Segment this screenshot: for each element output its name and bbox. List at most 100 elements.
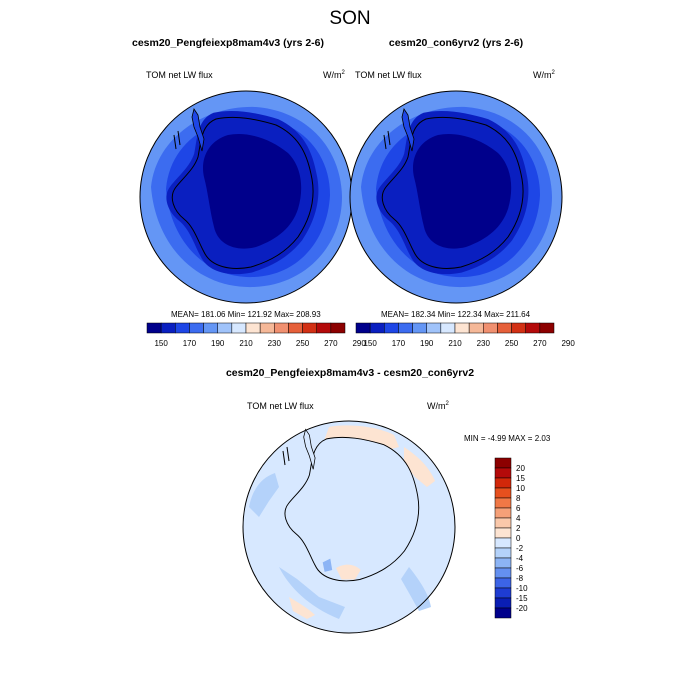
- panel2-colorbar-tick-label: 290: [561, 339, 575, 348]
- diff-colorbar-swatch: [494, 537, 512, 549]
- diff-colorbar-swatch: [494, 607, 512, 619]
- panel1-colorbar-tick-label: 250: [296, 339, 310, 348]
- panel1-colorbar-swatch: [288, 322, 303, 334]
- diff-colorbar-tick-label: -15: [516, 594, 528, 603]
- panel1-colorbar-swatch: [302, 322, 317, 334]
- panel1-colorbar: 150 170 190 210 230 250 270 290: [146, 322, 366, 348]
- diff-colorbar-tick-label: -10: [516, 584, 528, 593]
- diff-positive-patch-east: [404, 447, 435, 487]
- panel1-colorbar-swatch: [245, 322, 261, 334]
- panel2-title: cesm20_con6yrv2 (yrs 2-6): [388, 37, 524, 49]
- diff-colorbar-swatch: [494, 527, 512, 539]
- diff-colorbar-tick-label: -8: [516, 574, 524, 583]
- panel1-variable-label: TOM net LW flux: [146, 70, 213, 80]
- panel2-colorbar-tick-label: 250: [505, 339, 519, 348]
- panel1-colorbar-tick-label: 150: [154, 339, 168, 348]
- diff-colorbar-tick-label: 0: [516, 534, 521, 543]
- diff-colorbar-tick-label: 10: [516, 484, 525, 493]
- diff-colorbar-swatch: [494, 477, 512, 489]
- panel2-colorbar-tick-label: 270: [533, 339, 547, 348]
- diff-colorbar-swatch: [494, 457, 512, 469]
- diff-colorbar-tick-label: 20: [516, 464, 525, 473]
- diff-colorbar-swatch: [494, 467, 512, 479]
- diff-colorbar-tick-label: -6: [516, 564, 524, 573]
- panel1-units-main: W/m: [323, 70, 342, 80]
- diff-colorbar-swatch: [494, 577, 512, 589]
- panel1-colorbar-swatch: [259, 322, 275, 334]
- panel2-colorbar-swatch: [398, 322, 413, 334]
- diff-colorbar-swatch: [494, 497, 512, 509]
- diff-south-america-tip: [282, 446, 290, 466]
- diff-colorbar-swatch: [494, 507, 512, 519]
- diff-negative-patch-southeast: [401, 567, 431, 611]
- panel1-colorbar-tick-label: 270: [324, 339, 338, 348]
- panel2-colorbar-tick-label: 170: [392, 339, 406, 348]
- panel1-colorbar-swatch: [203, 322, 218, 334]
- diff-negative-patch-ross: [322, 558, 333, 572]
- diff-panel-title: cesm20_Pengfeiexp8mam4v3 - cesm20_con6yr…: [225, 367, 475, 379]
- panel1-colorbar-swatch: [146, 322, 162, 334]
- panel2-colorbar-swatch: [454, 322, 470, 334]
- panel1-south-america-tip: [173, 130, 181, 150]
- panel1-colorbar-swatch: [231, 322, 247, 334]
- diff-colorbar-swatch: [494, 547, 512, 559]
- diff-colorbar-tick-label: 8: [516, 494, 521, 503]
- figure-title: SON: [329, 8, 371, 29]
- panel2-colorbar-tick-label: 190: [420, 339, 434, 348]
- diff-colorbar-swatch: [494, 597, 512, 609]
- panel2-map-border: [349, 90, 563, 304]
- panel1-title: cesm20_Pengfeiexp8mam4v3 (yrs 2-6): [131, 37, 325, 49]
- panel2-units-sup: 2: [551, 70, 555, 76]
- panel2-colorbar-swatch: [412, 322, 427, 334]
- panel2-colorbar-tick-label: 230: [477, 339, 491, 348]
- diff-colorbar-tick-label: 4: [516, 514, 521, 523]
- panel1-colorbar-tick-label: 230: [268, 339, 282, 348]
- diff-colorbar-tick-label: 6: [516, 504, 521, 513]
- panel2-units-main: W/m: [533, 70, 552, 80]
- panel1-stats: MEAN= 181.06 Min= 121.92 Max= 208.93: [171, 310, 321, 319]
- diff-map-border: [242, 420, 456, 634]
- panel1-colorbar-swatch: [175, 322, 190, 334]
- panel2-colorbar-swatch: [539, 322, 555, 334]
- diff-positive-patch-ross: [336, 564, 361, 580]
- panel2-colorbar-swatch: [426, 322, 442, 334]
- diff-colorbar-swatch: [494, 567, 512, 579]
- diff-polar-map: [242, 420, 456, 634]
- panel1-colorbar-swatch: [189, 322, 204, 334]
- diff-units-main: W/m: [427, 401, 446, 411]
- panel1-units: W/m2: [323, 70, 345, 80]
- diff-colorbar-tick-label: -2: [516, 544, 524, 553]
- panel1-colorbar-swatch: [160, 322, 176, 334]
- diff-colorbar-tick-label: -20: [516, 604, 528, 613]
- diff-stats: MIN = -4.99 MAX = 2.03: [464, 434, 551, 443]
- panel2-colorbar-swatch: [511, 322, 526, 334]
- panel2-south-america-tip: [383, 130, 391, 150]
- diff-colorbar-swatch: [494, 487, 512, 499]
- diff-colorbar-swatch: [494, 517, 512, 529]
- panel2-colorbar-swatch: [355, 322, 371, 334]
- diff-variable-label: TOM net LW flux: [247, 401, 314, 411]
- panel2-polar-map: [349, 90, 563, 304]
- panel2-colorbar-swatch: [483, 322, 498, 334]
- panel2-colorbar-tick-label: 150: [363, 339, 377, 348]
- panel1-colorbar-tick-label: 290: [352, 339, 366, 348]
- panel1-colorbar-tick-label: 170: [183, 339, 197, 348]
- panel1-colorbar-tick-label: 190: [211, 339, 225, 348]
- diff-colorbar-tick-label: 2: [516, 524, 521, 533]
- diff-units-sup: 2: [445, 401, 449, 407]
- diff-positive-patch-southwest: [289, 597, 315, 619]
- panel1-colorbar-swatch: [330, 322, 346, 334]
- panel2-colorbar-swatch: [497, 322, 512, 334]
- panel2-colorbar-swatch: [468, 322, 484, 334]
- diff-colorbar-swatch: [494, 557, 512, 569]
- panel2-colorbar-swatch: [369, 322, 385, 334]
- panel2-colorbar-swatch: [525, 322, 541, 334]
- panel2-variable-label: TOM net LW flux: [355, 70, 422, 80]
- panel2-colorbar-tick-label: 210: [448, 339, 462, 348]
- panel1-colorbar-swatch: [316, 322, 332, 334]
- diff-negative-patch-west: [249, 473, 279, 517]
- diff-colorbar-swatch: [494, 587, 512, 599]
- panel2-stats: MEAN= 182.34 Min= 122.34 Max= 211.64: [381, 310, 531, 319]
- panel1-colorbar-tick-label: 210: [239, 339, 253, 348]
